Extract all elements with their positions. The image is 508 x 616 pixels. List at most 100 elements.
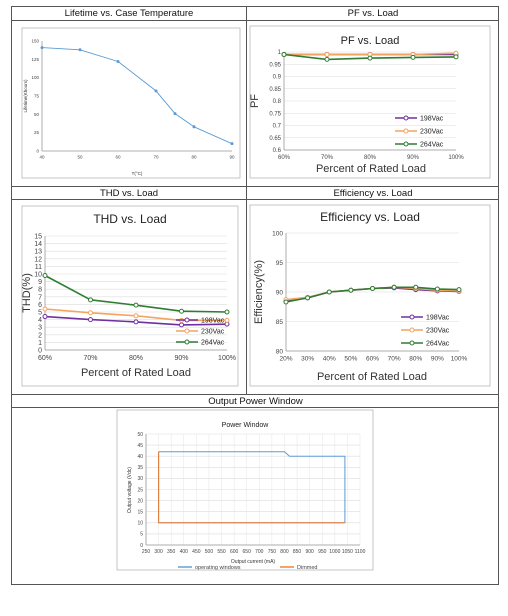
lifetime-data-point [40, 46, 44, 50]
efficiency-legend-label: 230Vac [426, 328, 450, 335]
power_window-x-tick-label: 250 [142, 549, 151, 555]
pf-y-tick-label: 0.6 [273, 148, 282, 154]
thd-data-point [42, 273, 48, 279]
efficiency-x-tick-label: 70% [388, 356, 401, 363]
power_window-y-tick-label: 20 [137, 498, 143, 504]
thd-data-point [179, 308, 184, 314]
lifetime-y-tick-label: 25 [34, 130, 40, 135]
lifetime-x-tick-label: 60 [115, 155, 121, 160]
thd-y-tick-label: 7 [38, 294, 42, 301]
efficiency-x-tick-label: 80% [409, 356, 422, 363]
efficiency-frame [249, 204, 491, 387]
power_window-x-tick-label: 500 [205, 549, 214, 555]
power_window-x-tick-label: 900 [305, 549, 314, 555]
thd-data-point [133, 319, 139, 325]
pf-legend-marker [403, 141, 409, 147]
lifetime-data-point [173, 112, 177, 116]
efficiency-x-axis-label: Percent of Rated Load [317, 371, 427, 383]
pf-data-point [367, 55, 373, 61]
efficiency-legend-label: 198Vac [426, 315, 450, 322]
power_window-x-tick-label: 350 [167, 549, 176, 555]
lifetime-x-axis-label: T(°C) [132, 171, 143, 176]
thd-y-tick-label: 6 [38, 302, 42, 309]
power_window-x-tick-label: 400 [180, 549, 189, 555]
thd-data-point [88, 297, 93, 303]
pf-y-tick-label: 0.65 [269, 136, 281, 142]
lifetime-x-tick-label: 90 [229, 155, 235, 160]
power_window-legend-label: operating windows [195, 565, 241, 571]
lifetime-data-point [230, 142, 234, 146]
efficiency-x-tick-label: 20% [279, 356, 292, 363]
power_window-y-tick-label: 50 [137, 432, 143, 438]
efficiency-legend-marker [409, 314, 415, 320]
efficiency-data-point [391, 284, 397, 290]
thd-x-tick-label: 60% [38, 355, 52, 362]
pf-x-tick-label: 80% [364, 155, 377, 161]
thd-y-tick-label: 3 [38, 325, 42, 332]
lifetime-data-point [154, 89, 158, 93]
efficiency-data-point [305, 295, 311, 301]
power_window-title: Power Window [222, 422, 270, 429]
power_window-y-tick-label: 30 [137, 476, 143, 482]
thd-y-tick-label: 8 [38, 287, 42, 294]
thd-y-tick-label: 5 [38, 309, 42, 316]
pf-data-point [324, 51, 330, 57]
pf-data-point [324, 56, 330, 62]
thd-x-tick-label: 80% [129, 355, 143, 362]
power_window-legend-label: Dimmed [297, 565, 317, 571]
power_window-y-tick-label: 25 [137, 487, 143, 493]
pf-x-tick-label: 90% [407, 155, 420, 161]
power_window-frame [116, 409, 374, 571]
pf-y-axis-label: PF [249, 94, 261, 108]
efficiency-y-tick-label: 95 [276, 260, 284, 267]
efficiency-x-tick-label: 60% [366, 356, 379, 363]
thd-legend-label: 230Vac [201, 329, 225, 336]
efficiency-data-point [348, 287, 354, 293]
section-title-thd: THD vs. Load [99, 188, 159, 199]
pf-x-tick-label: 60% [278, 155, 291, 161]
lifetime-y-tick-label: 125 [31, 57, 39, 62]
lifetime-x-tick-label: 70 [153, 155, 159, 160]
thd-x-tick-label: 90% [174, 355, 188, 362]
thd-data-point [42, 314, 48, 320]
section-title-lifetime: Lifetime vs. Case Temperature [64, 8, 194, 19]
pf-x-axis-label: Percent of Rated Load [316, 163, 426, 175]
pf-legend-label: 230Vac [420, 129, 444, 136]
thd-legend-marker [184, 328, 190, 334]
pf-legend-marker [403, 115, 409, 121]
power_window-x-tick-label: 300 [154, 549, 163, 555]
thd-legend-marker [184, 339, 190, 345]
thd-y-tick-label: 15 [34, 233, 42, 240]
power_window-x-tick-label: 1050 [342, 549, 353, 555]
power_window-x-tick-label: 950 [318, 549, 327, 555]
pf-y-tick-label: 0.95 [269, 62, 281, 68]
power_window-y-tick-label: 40 [137, 454, 143, 460]
efficiency-data-point [283, 299, 289, 305]
divider [12, 20, 498, 21]
pf-y-tick-label: 0.9 [273, 75, 282, 81]
thd-y-tick-label: 14 [34, 241, 42, 248]
power_window-y-axis-label: Output voltage (Vdc) [127, 467, 133, 513]
thd-data-point [224, 309, 230, 315]
efficiency-data-point [456, 287, 462, 293]
thd-legend-label: 264Vac [201, 340, 225, 347]
efficiency-legend-label: 264Vac [426, 341, 450, 348]
power_window-x-tick-label: 450 [192, 549, 201, 555]
thd-y-tick-label: 2 [38, 332, 42, 339]
pf-data-point [281, 51, 287, 57]
efficiency-x-tick-label: 90% [431, 356, 444, 363]
thd-title: THD vs. Load [93, 212, 166, 226]
efficiency-x-tick-label: 40% [323, 356, 336, 363]
pf-data-point [410, 54, 416, 60]
pf-title: PF vs. Load [341, 35, 400, 47]
efficiency-y-tick-label: 100 [272, 230, 283, 237]
efficiency-legend-marker [409, 327, 415, 333]
thd-y-tick-label: 9 [38, 279, 42, 286]
thd-data-point [88, 317, 93, 323]
thd-y-tick-label: 1 [38, 340, 42, 347]
lifetime-x-tick-label: 40 [39, 155, 45, 160]
power_window-x-tick-label: 650 [243, 549, 252, 555]
thd-y-tick-label: 11 [35, 264, 42, 271]
power_window-x-tick-label: 1100 [355, 549, 366, 555]
